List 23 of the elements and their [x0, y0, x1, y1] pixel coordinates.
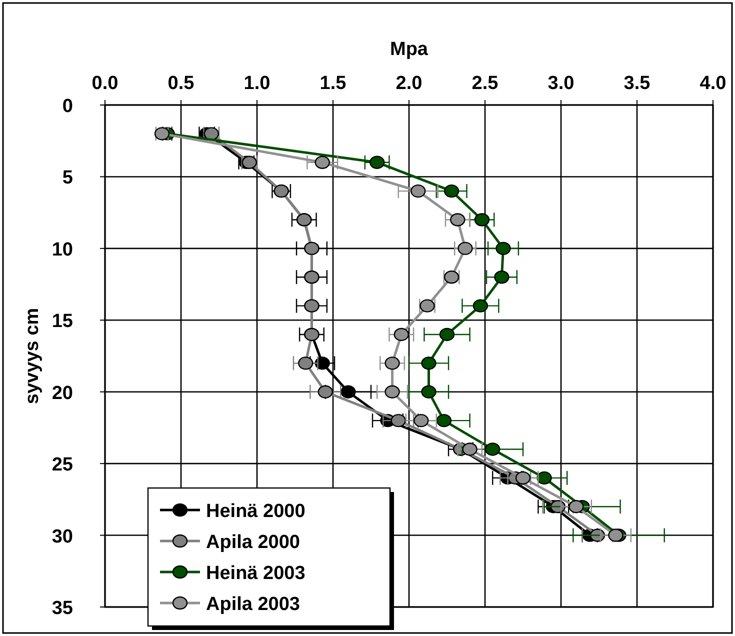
x-axis-title: Mpa — [390, 39, 428, 60]
x-tick-label: 1.0 — [244, 73, 270, 94]
x-tick-label: 2.5 — [472, 73, 499, 94]
y-tick-label: 20 — [52, 382, 73, 404]
y-tick-label: 25 — [52, 454, 74, 476]
y-tick-label: 0 — [62, 96, 73, 117]
legend-label: Heinä 2000 — [206, 501, 306, 522]
y-axis-title: syvyys cm — [22, 308, 43, 404]
legend-label: Heinä 2003 — [206, 563, 306, 584]
x-tick-label: 1.5 — [320, 73, 347, 94]
y-tick-label: 30 — [52, 526, 73, 548]
x-tick-label: 0.0 — [92, 73, 118, 94]
legend-label: Apila 2003 — [206, 594, 300, 615]
x-tick-label: 3.0 — [548, 73, 574, 94]
x-tick-label: 2.0 — [396, 73, 422, 94]
x-tick-label: 4.0 — [700, 73, 726, 94]
x-tick-label: 0.5 — [168, 73, 195, 94]
legend-label: Apila 2000 — [206, 532, 300, 553]
y-tick-label: 15 — [52, 311, 74, 332]
y-tick-label: 10 — [52, 239, 73, 260]
x-tick-label: 3.5 — [624, 73, 651, 94]
y-tick-label: 35 — [52, 598, 74, 619]
y-tick-label: 5 — [62, 168, 74, 189]
